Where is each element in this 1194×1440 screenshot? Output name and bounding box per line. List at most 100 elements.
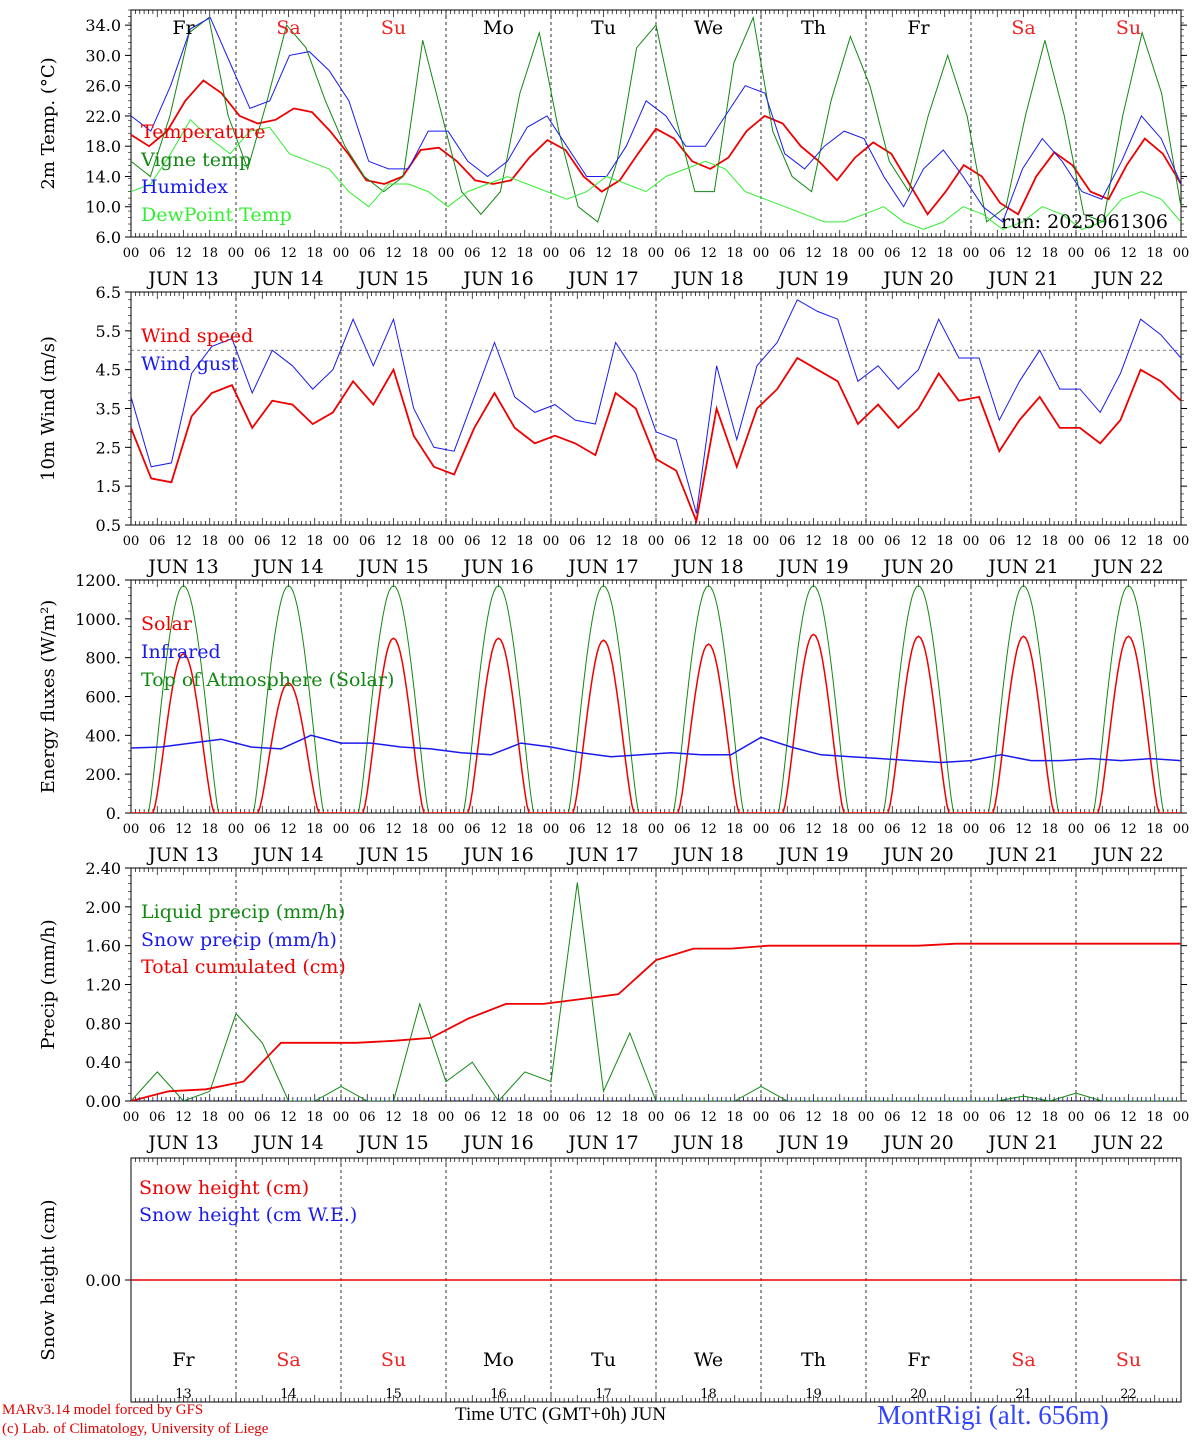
date-label: JUN 14 xyxy=(251,1132,323,1154)
hour-label: 00 xyxy=(858,534,875,549)
y-tick-label: 600. xyxy=(85,688,121,707)
hour-label: 18 xyxy=(516,1110,533,1125)
hour-label: 06 xyxy=(674,246,691,261)
hour-label: 18 xyxy=(1041,1110,1058,1125)
legend-entry: Snow height (cm) xyxy=(139,1177,309,1199)
weekday-label: Su xyxy=(1116,1349,1141,1371)
day-number-label: 17 xyxy=(595,1387,612,1402)
hour-label: 00 xyxy=(123,1110,140,1125)
date-label: JUN 18 xyxy=(671,844,743,866)
hour-label: 18 xyxy=(201,534,218,549)
legend-entry: Liquid precip (mm/h) xyxy=(141,901,345,923)
hour-label: 00 xyxy=(228,822,245,837)
solar-line xyxy=(551,639,656,813)
hour-label: 00 xyxy=(123,822,140,837)
hour-label: 00 xyxy=(648,534,665,549)
date-label: JUN 19 xyxy=(776,1132,848,1154)
y-tick-label: 0. xyxy=(106,804,121,823)
date-label: JUN 16 xyxy=(461,556,533,578)
y-tick-label: 22.0 xyxy=(85,107,121,126)
model-credit: MARv3.14 model forced by GFS xyxy=(2,1402,204,1418)
hour-label: 12 xyxy=(280,534,297,549)
y-tick-label: 14.0 xyxy=(85,167,121,186)
hour-label: 12 xyxy=(1120,1110,1137,1125)
date-label: JUN 14 xyxy=(251,556,323,578)
hour-label: 12 xyxy=(490,1110,507,1125)
date-label: JUN 15 xyxy=(356,844,428,866)
hour-label: 18 xyxy=(411,246,428,261)
hour-label: 06 xyxy=(359,1110,376,1125)
y-tick-label: 1.20 xyxy=(85,976,121,995)
weekday-label: Sa xyxy=(276,1349,300,1371)
hour-label: 06 xyxy=(464,1110,481,1125)
y-tick-label: 2.5 xyxy=(96,438,121,457)
hour-label: 18 xyxy=(306,1110,323,1125)
y-tick-label: 26.0 xyxy=(85,77,121,96)
series-group xyxy=(131,15,1181,230)
hour-label: 06 xyxy=(254,246,271,261)
hour-label: 18 xyxy=(726,534,743,549)
hour-label: 18 xyxy=(306,822,323,837)
hour-label: 18 xyxy=(201,1110,218,1125)
y-axis-label: 2m Temp. (°C) xyxy=(38,57,59,189)
weekday-label: Fr xyxy=(907,17,930,39)
weekday-label: Su xyxy=(381,17,406,39)
weekday-label: Tu xyxy=(591,17,616,39)
day-number-label: 19 xyxy=(805,1387,822,1402)
weekday-label: We xyxy=(694,17,723,39)
y-tick-label: 0.00 xyxy=(85,1271,121,1290)
hour-label: 18 xyxy=(936,534,953,549)
weekday-label: Th xyxy=(801,1349,826,1371)
hour-label: 00 xyxy=(123,534,140,549)
hour-label: 06 xyxy=(359,822,376,837)
hour-label: 12 xyxy=(1015,1110,1032,1125)
hour-label: 06 xyxy=(884,1110,901,1125)
toa-solar-line xyxy=(761,585,866,813)
weekday-label: Sa xyxy=(1011,17,1035,39)
toa-solar-line xyxy=(131,585,236,813)
date-label: JUN 15 xyxy=(356,556,428,578)
series-group xyxy=(131,299,1181,525)
hour-label: 12 xyxy=(385,822,402,837)
hour-label: 00 xyxy=(963,822,980,837)
hour-label: 00 xyxy=(858,822,875,837)
weekday-label: Th xyxy=(801,17,826,39)
hour-label: 00 xyxy=(543,1110,560,1125)
solar-line xyxy=(656,643,761,813)
hour-label: 06 xyxy=(1094,534,1111,549)
hour-label: 00 xyxy=(858,246,875,261)
infrared-line xyxy=(131,734,1181,764)
hour-label: 00 xyxy=(963,246,980,261)
hour-label: 18 xyxy=(411,822,428,837)
hour-label: 00 xyxy=(1068,246,1085,261)
weekday-label: We xyxy=(694,1349,723,1371)
date-label: JUN 17 xyxy=(566,1132,638,1154)
hour-label: 18 xyxy=(411,534,428,549)
series-line xyxy=(131,15,1181,223)
hour-label: 06 xyxy=(779,534,796,549)
weekday-label: Fr xyxy=(172,17,195,39)
hour-label: 06 xyxy=(464,822,481,837)
hour-label: 18 xyxy=(831,246,848,261)
hour-label: 12 xyxy=(700,1110,717,1125)
hour-label: 00 xyxy=(858,1110,875,1125)
y-tick-label: 0.80 xyxy=(85,1014,121,1033)
date-label: JUN 21 xyxy=(986,556,1058,578)
toa-solar-line xyxy=(236,585,341,813)
date-label: JUN 21 xyxy=(986,844,1058,866)
hour-label: 18 xyxy=(726,1110,743,1125)
hour-label: 18 xyxy=(411,1110,428,1125)
weekday-label: Fr xyxy=(172,1349,195,1371)
date-label: JUN 21 xyxy=(986,268,1058,290)
y-tick-label: 0.00 xyxy=(85,1092,121,1111)
hour-label: 18 xyxy=(1041,246,1058,261)
hour-label: 12 xyxy=(910,1110,927,1125)
hour-label: 12 xyxy=(1120,246,1137,261)
hour-label: 18 xyxy=(516,246,533,261)
hour-label: 18 xyxy=(831,822,848,837)
y-tick-label: 30.0 xyxy=(85,46,121,65)
hour-label: 12 xyxy=(700,822,717,837)
hour-label: 06 xyxy=(989,1110,1006,1125)
hour-label: 06 xyxy=(884,534,901,549)
hour-label: 00 xyxy=(438,246,455,261)
